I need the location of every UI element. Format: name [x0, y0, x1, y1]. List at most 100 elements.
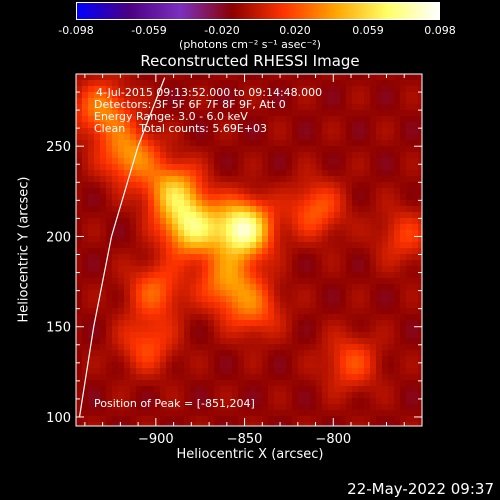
- heatmap-cell: [208, 326, 215, 333]
- heatmap-cell: [88, 284, 95, 291]
- heatmap-cell: [358, 182, 365, 189]
- heatmap-cell: [418, 416, 422, 423]
- heatmap-cell: [76, 410, 83, 417]
- heatmap-cell: [352, 344, 359, 351]
- heatmap-cell: [358, 200, 365, 207]
- heatmap-cell: [376, 110, 383, 117]
- heatmap-cell: [292, 380, 299, 387]
- heatmap-cell: [100, 266, 107, 273]
- heatmap-cell: [250, 152, 257, 159]
- heatmap-cell: [340, 152, 347, 159]
- heatmap-cell: [136, 188, 143, 195]
- heatmap-cell: [154, 242, 161, 249]
- heatmap-cell: [310, 200, 317, 207]
- heatmap-cell: [352, 164, 359, 171]
- heatmap-cell: [394, 404, 401, 411]
- heatmap-cell: [232, 302, 239, 309]
- heatmap-cell: [268, 356, 275, 363]
- heatmap-cell: [394, 218, 401, 225]
- heatmap-cell: [232, 386, 239, 393]
- heatmap-cell: [160, 182, 167, 189]
- heatmap-cell: [250, 158, 257, 165]
- heatmap-cell: [184, 122, 191, 129]
- heatmap-cell: [262, 212, 269, 219]
- heatmap-cell: [256, 104, 263, 111]
- heatmap-cell: [136, 122, 143, 129]
- heatmap-cell: [100, 380, 107, 387]
- heatmap-cell: [280, 146, 287, 153]
- heatmap-cell: [292, 116, 299, 123]
- heatmap-cell: [328, 212, 335, 219]
- heatmap-cell: [76, 242, 83, 249]
- heatmap-cell: [262, 230, 269, 237]
- heatmap-cell: [268, 398, 275, 405]
- heatmap-cell: [190, 272, 197, 279]
- heatmap-cell: [178, 224, 185, 231]
- heatmap-cell: [292, 422, 299, 426]
- heatmap-cell: [190, 284, 197, 291]
- heatmap-cell: [118, 158, 125, 165]
- heatmap-cell: [226, 326, 233, 333]
- heatmap-cell: [232, 272, 239, 279]
- heatmap-cell: [412, 170, 419, 177]
- heatmap-cell: [94, 392, 101, 399]
- heatmap-cell: [316, 296, 323, 303]
- heatmap-cell: [178, 236, 185, 243]
- heatmap-cell: [154, 284, 161, 291]
- heatmap-cell: [250, 278, 257, 285]
- heatmap-cell: [316, 380, 323, 387]
- heatmap-cell: [412, 392, 419, 399]
- heatmap-cell: [406, 152, 413, 159]
- heatmap-cell: [160, 188, 167, 195]
- heatmap-cell: [364, 266, 371, 273]
- heatmap-cell: [346, 230, 353, 237]
- heatmap-cell: [130, 80, 137, 87]
- heatmap-cell: [418, 398, 422, 405]
- heatmap-cell: [226, 218, 233, 225]
- heatmap-cell: [400, 308, 407, 315]
- heatmap-cell: [394, 182, 401, 189]
- heatmap-cell: [292, 350, 299, 357]
- heatmap-cell: [256, 314, 263, 321]
- heatmap-cell: [274, 158, 281, 165]
- heatmap-cell: [172, 302, 179, 309]
- heatmap-cell: [340, 164, 347, 171]
- heatmap-cell: [376, 416, 383, 423]
- heatmap-cell: [370, 80, 377, 87]
- heatmap-cell: [322, 236, 329, 243]
- heatmap-cell: [262, 296, 269, 303]
- heatmap-cell: [148, 308, 155, 315]
- heatmap-cell: [334, 410, 341, 417]
- heatmap-cell: [364, 134, 371, 141]
- heatmap-cell: [190, 398, 197, 405]
- heatmap-cell: [226, 188, 233, 195]
- heatmap-cell: [178, 374, 185, 381]
- heatmap-cell: [304, 176, 311, 183]
- heatmap-cell: [214, 200, 221, 207]
- heatmap-cell: [244, 260, 251, 267]
- heatmap-cell: [328, 422, 335, 426]
- heatmap-cell: [364, 110, 371, 117]
- heatmap-cell: [310, 326, 317, 333]
- heatmap-cell: [232, 236, 239, 243]
- heatmap-cell: [262, 170, 269, 177]
- heatmap-cell: [76, 386, 83, 393]
- heatmap-cell: [286, 338, 293, 345]
- heatmap-cell: [196, 248, 203, 255]
- heatmap-cell: [112, 194, 119, 201]
- heatmap-cell: [316, 242, 323, 249]
- heatmap-cell: [130, 254, 137, 261]
- heatmap-cell: [142, 410, 149, 417]
- heatmap-cell: [82, 194, 89, 201]
- heatmap-cell: [298, 194, 305, 201]
- heatmap-cell: [178, 272, 185, 279]
- heatmap-cell: [274, 404, 281, 411]
- heatmap-cell: [358, 326, 365, 333]
- heatmap-cell: [250, 380, 257, 387]
- heatmap-cell: [76, 368, 83, 375]
- heatmap-cell: [358, 92, 365, 99]
- heatmap-cell: [226, 356, 233, 363]
- heatmap-cell: [142, 266, 149, 273]
- heatmap-cell: [130, 182, 137, 189]
- heatmap-cell: [118, 296, 125, 303]
